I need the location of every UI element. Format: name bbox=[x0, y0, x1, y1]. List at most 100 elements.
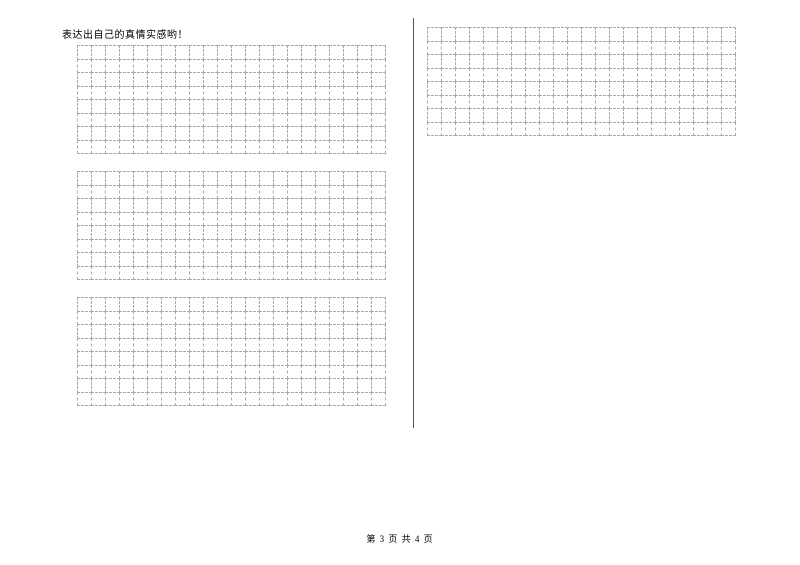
grid-cell bbox=[147, 99, 162, 114]
grid-cell bbox=[259, 140, 274, 155]
grid-cell bbox=[427, 81, 442, 96]
grid-cell bbox=[315, 392, 330, 407]
grid-row bbox=[78, 366, 386, 380]
grid-cell bbox=[721, 108, 736, 123]
grid-cell bbox=[245, 72, 260, 87]
grid-cell bbox=[693, 81, 708, 96]
grid-cell bbox=[371, 59, 386, 74]
grid-cell bbox=[77, 324, 92, 339]
grid-cell bbox=[175, 171, 190, 186]
grid-cell bbox=[343, 252, 358, 267]
grid-cell bbox=[329, 198, 344, 213]
grid-cell bbox=[679, 81, 694, 96]
grid-cell bbox=[329, 212, 344, 227]
grid-row bbox=[78, 46, 386, 60]
grid-cell bbox=[217, 324, 232, 339]
grid-cell bbox=[427, 27, 442, 42]
grid-cell bbox=[119, 239, 134, 254]
grid-row bbox=[428, 82, 736, 96]
grid-cell bbox=[203, 392, 218, 407]
grid-cell bbox=[637, 95, 652, 110]
grid-cell bbox=[273, 378, 288, 393]
grid-cell bbox=[553, 81, 568, 96]
grid-cell bbox=[357, 72, 372, 87]
grid-cell bbox=[189, 311, 204, 326]
grid-cell bbox=[469, 108, 484, 123]
grid-cell bbox=[273, 86, 288, 101]
grid-cell bbox=[217, 140, 232, 155]
grid-row bbox=[78, 127, 386, 141]
grid-cell bbox=[245, 99, 260, 114]
grid-cell bbox=[161, 99, 176, 114]
grid-row bbox=[78, 312, 386, 326]
grid-cell bbox=[245, 252, 260, 267]
writing-grid bbox=[78, 298, 386, 406]
grid-cell bbox=[343, 185, 358, 200]
grid-cell bbox=[147, 378, 162, 393]
grid-cell bbox=[245, 338, 260, 353]
grid-cell bbox=[581, 108, 596, 123]
grid-cell bbox=[567, 81, 582, 96]
grid-row bbox=[78, 114, 386, 128]
grid-cell bbox=[217, 365, 232, 380]
grid-cell bbox=[343, 113, 358, 128]
grid-cell bbox=[287, 311, 302, 326]
grid-cell bbox=[259, 185, 274, 200]
grid-cell bbox=[161, 324, 176, 339]
grid-cell bbox=[105, 239, 120, 254]
grid-cell bbox=[91, 225, 106, 240]
grid-cell bbox=[259, 86, 274, 101]
grid-cell bbox=[441, 108, 456, 123]
grid-cell bbox=[217, 297, 232, 312]
grid-cell bbox=[441, 54, 456, 69]
grid-cell bbox=[231, 311, 246, 326]
grid-cell bbox=[133, 338, 148, 353]
grid-cell bbox=[287, 99, 302, 114]
grid-cell bbox=[91, 126, 106, 141]
grid-row bbox=[78, 60, 386, 74]
grid-cell bbox=[273, 297, 288, 312]
grid-cell bbox=[539, 95, 554, 110]
grid-cell bbox=[91, 185, 106, 200]
grid-cell bbox=[161, 239, 176, 254]
grid-cell bbox=[133, 311, 148, 326]
grid-cell bbox=[175, 338, 190, 353]
grid-cell bbox=[637, 81, 652, 96]
grid-cell bbox=[371, 252, 386, 267]
grid-cell bbox=[175, 266, 190, 281]
grid-cell bbox=[301, 378, 316, 393]
grid-cell bbox=[91, 365, 106, 380]
grid-cell bbox=[259, 351, 274, 366]
grid-cell bbox=[161, 45, 176, 60]
grid-cell bbox=[273, 266, 288, 281]
grid-cell bbox=[315, 351, 330, 366]
grid-cell bbox=[329, 171, 344, 186]
grid-cell bbox=[329, 99, 344, 114]
grid-cell bbox=[469, 54, 484, 69]
grid-cell bbox=[581, 122, 596, 137]
grid-cell bbox=[217, 99, 232, 114]
grid-cell bbox=[693, 108, 708, 123]
grid-cell bbox=[301, 225, 316, 240]
grid-cell bbox=[147, 392, 162, 407]
grid-cell bbox=[147, 351, 162, 366]
grid-cell bbox=[77, 140, 92, 155]
grid-cell bbox=[581, 27, 596, 42]
grid-cell bbox=[287, 140, 302, 155]
grid-cell bbox=[357, 198, 372, 213]
grid-cell bbox=[273, 351, 288, 366]
grid-cell bbox=[287, 86, 302, 101]
grid-cell bbox=[427, 95, 442, 110]
grid-cell bbox=[483, 108, 498, 123]
grid-cell bbox=[147, 225, 162, 240]
grid-cell bbox=[693, 27, 708, 42]
grid-cell bbox=[595, 27, 610, 42]
grid-cell bbox=[259, 378, 274, 393]
grid-cell bbox=[203, 45, 218, 60]
grid-cell bbox=[371, 311, 386, 326]
grid-cell bbox=[161, 185, 176, 200]
grid-cell bbox=[119, 86, 134, 101]
grid-cell bbox=[343, 351, 358, 366]
grid-cell bbox=[161, 171, 176, 186]
grid-cell bbox=[357, 324, 372, 339]
